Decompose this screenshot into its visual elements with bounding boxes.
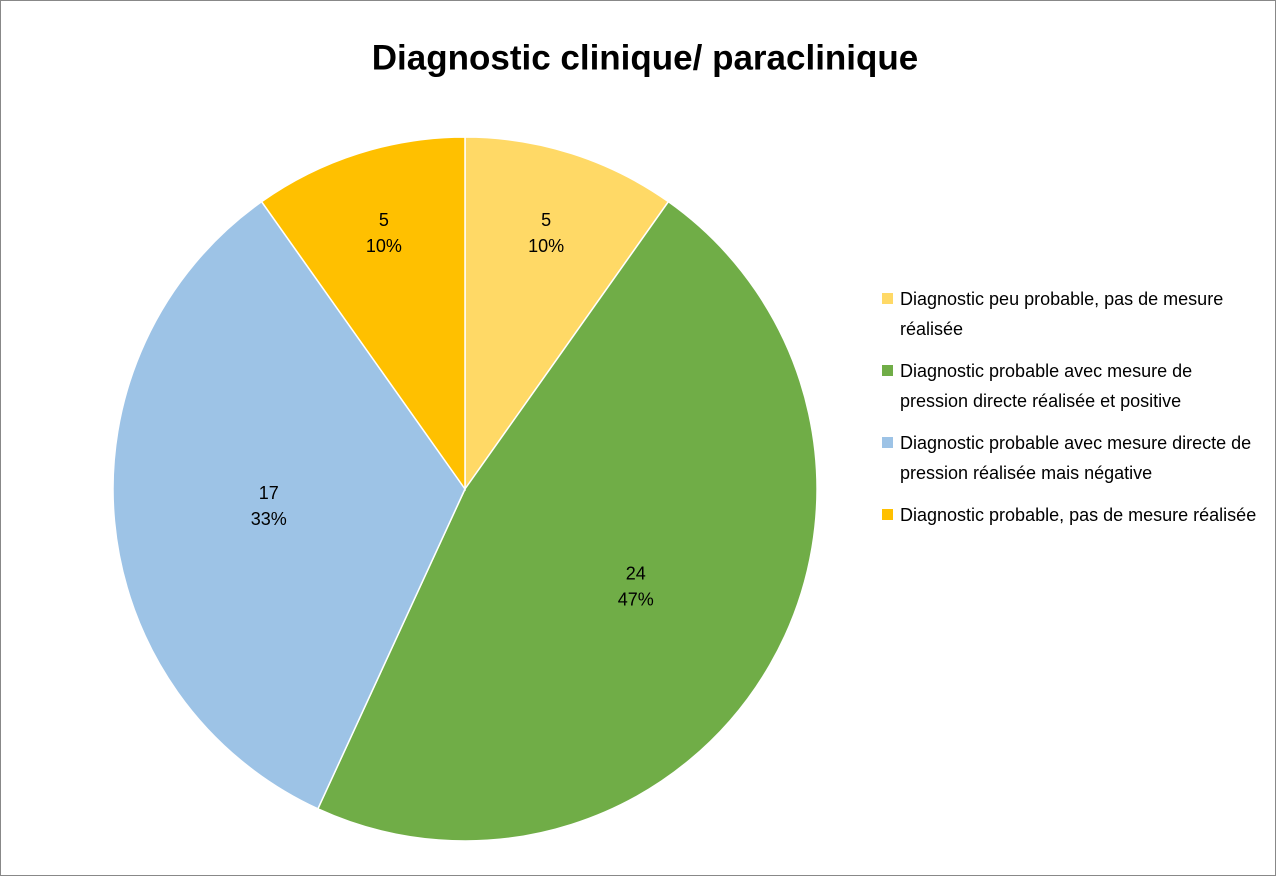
pie-slice (316, 200, 818, 842)
pie-slice (464, 136, 670, 492)
legend-label: Diagnostic probable, pas de mesure réali… (900, 505, 1257, 525)
data-label: 17 (259, 483, 279, 503)
percent-label: 33% (251, 509, 287, 529)
pie-slice (112, 200, 466, 810)
pie-slice (260, 136, 466, 492)
legend-swatch (882, 509, 893, 520)
legend-swatch (882, 365, 893, 376)
legend: Diagnostic peu probable, pas de mesure r… (880, 284, 1265, 542)
data-label: 24 (626, 563, 646, 583)
legend-item: Diagnostic probable avec mesure directe … (880, 428, 1265, 488)
legend-label: Diagnostic probable avec mesure directe … (900, 433, 1252, 483)
chart-title: Diagnostic clinique/ paraclinique (372, 38, 919, 77)
legend-item: Diagnostic probable, pas de mesure réali… (880, 500, 1265, 530)
data-label: 5 (541, 210, 551, 230)
legend-swatch (882, 293, 893, 304)
percent-label: 10% (528, 236, 564, 256)
percent-label: 10% (366, 236, 402, 256)
data-label: 5 (379, 210, 389, 230)
percent-label: 47% (618, 589, 654, 609)
legend-item: Diagnostic peu probable, pas de mesure r… (880, 284, 1265, 344)
legend-label: Diagnostic peu probable, pas de mesure r… (900, 289, 1224, 339)
legend-label: Diagnostic probable avec mesure de press… (900, 361, 1193, 411)
legend-swatch (882, 437, 893, 448)
legend-item: Diagnostic probable avec mesure de press… (880, 356, 1265, 416)
